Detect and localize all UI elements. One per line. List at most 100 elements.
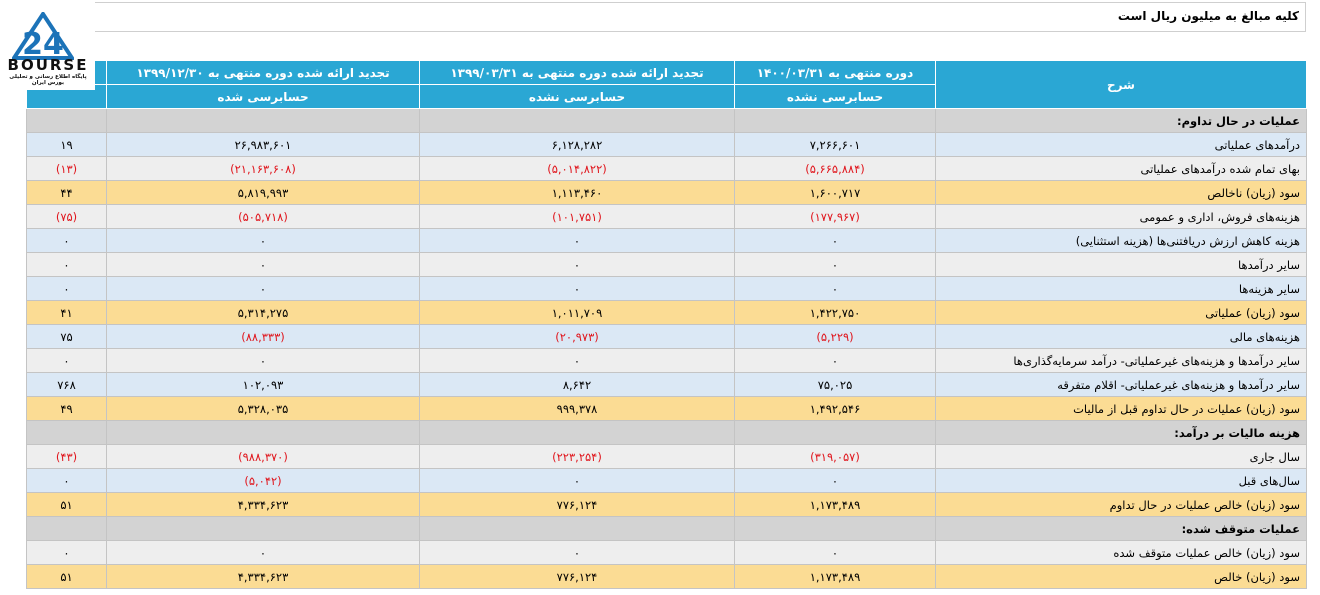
row-label: سال جاری bbox=[935, 444, 1307, 469]
value-cell-col2: ۰ bbox=[419, 348, 735, 373]
section-empty-cell bbox=[419, 420, 735, 445]
header-audit-status-2: حسابرسی نشده bbox=[419, 84, 735, 109]
value-cell-col4: ۵۱ bbox=[26, 564, 107, 589]
table-row: سود (زیان) ناخالص ۱,۶۰۰,۷۱۷ ۱,۱۱۳,۴۶۰ ۵,۸۱۹… bbox=[26, 180, 1307, 205]
value-cell-col3: (۹۸۸,۳۷۰) bbox=[106, 444, 420, 469]
value-cell-col1: ۱,۴۹۲,۵۴۶ bbox=[734, 396, 936, 421]
value-cell-col1: ۰ bbox=[734, 540, 936, 565]
section-empty-cell bbox=[106, 516, 420, 541]
value-cell-col3: ۰ bbox=[106, 348, 420, 373]
value-cell-col4: ۴۴ bbox=[26, 180, 107, 205]
table-row: سود (زیان) عملیاتی ۱,۴۲۲,۷۵۰ ۱,۰۱۱,۷۰۹ ۵,۳۱… bbox=[26, 300, 1307, 325]
value-cell-col4: ۰ bbox=[26, 276, 107, 301]
section-empty-cell bbox=[734, 516, 936, 541]
value-cell-col4: ۴۱ bbox=[26, 300, 107, 325]
header-description: شرح bbox=[935, 60, 1307, 109]
value-cell-col2: (۱۰۱,۷۵۱) bbox=[419, 204, 735, 229]
section-empty-cell bbox=[419, 516, 735, 541]
value-cell-col4: ۰ bbox=[26, 540, 107, 565]
value-cell-col3: ۰ bbox=[106, 540, 420, 565]
section-title: عملیات متوقف شده: bbox=[935, 516, 1307, 541]
value-cell-col1: ۰ bbox=[734, 228, 936, 253]
section-empty-cell bbox=[26, 516, 107, 541]
value-cell-col3: ۴,۳۳۴,۶۲۳ bbox=[106, 564, 420, 589]
value-cell-col1: ۱,۱۷۳,۴۸۹ bbox=[734, 564, 936, 589]
value-cell-col2: ۰ bbox=[419, 228, 735, 253]
value-cell-col2: (۲۰,۹۷۳) bbox=[419, 324, 735, 349]
header-period-1400: دوره منتهی به ۱۴۰۰/۰۳/۳۱ bbox=[734, 60, 936, 85]
table-row: درآمدهای عملیاتی ۷,۲۶۶,۶۰۱ ۶,۱۲۸,۲۸۲ ۲۶,۹۸۳… bbox=[26, 132, 1307, 157]
value-cell-col1: ۰ bbox=[734, 252, 936, 277]
row-label: سود (زیان) خالص عملیات در حال تداوم bbox=[935, 492, 1307, 517]
value-cell-col3: ۱۰۲,۰۹۳ bbox=[106, 372, 420, 397]
row-label: بهای تمام شده درآمدهای عملیاتی bbox=[935, 156, 1307, 181]
value-cell-col4: ۰ bbox=[26, 252, 107, 277]
value-cell-col2: ۱,۱۱۳,۴۶۰ bbox=[419, 180, 735, 205]
table-row: سال‌های قبل ۰ ۰ (۵,۰۴۲) ۰ bbox=[26, 468, 1307, 493]
value-cell-col2: ۷۷۶,۱۲۴ bbox=[419, 492, 735, 517]
income-statement-body: عملیات در حال تداوم: درآمدهای عملیاتی ۷,۲۶… bbox=[26, 108, 1307, 589]
value-cell-col4: ۷۶۸ bbox=[26, 372, 107, 397]
row-label: سود (زیان) ناخالص bbox=[935, 180, 1307, 205]
row-label: هزینه‌های فروش، اداری و عمومی bbox=[935, 204, 1307, 229]
section-empty-cell bbox=[734, 420, 936, 445]
value-cell-col1: (۳۱۹,۰۵۷) bbox=[734, 444, 936, 469]
value-cell-col1: ۰ bbox=[734, 276, 936, 301]
value-cell-col4: ۷۵ bbox=[26, 324, 107, 349]
bourse24-logo-mark: 24 bbox=[12, 12, 74, 60]
table-row: سود (زیان) عملیات در حال تداوم قبل از ما… bbox=[26, 396, 1307, 421]
table-row: سود (زیان) خالص عملیات در حال تداوم ۱,۱۷۳… bbox=[26, 492, 1307, 517]
row-label: سود (زیان) خالص عملیات متوقف شده bbox=[935, 540, 1307, 565]
section-empty-cell bbox=[106, 108, 420, 133]
value-cell-col4: ۰ bbox=[26, 228, 107, 253]
row-label: هزینه‌های مالی bbox=[935, 324, 1307, 349]
income-statement-table: شرح دوره منتهی به ۱۴۰۰/۰۳/۳۱ تجدید ارائه… bbox=[26, 60, 1307, 589]
value-cell-col4: (۱۳) bbox=[26, 156, 107, 181]
value-cell-col2: ۰ bbox=[419, 276, 735, 301]
section-title: هزینه مالیات بر درآمد: bbox=[935, 420, 1307, 445]
value-cell-col2: (۲۲۳,۲۵۴) bbox=[419, 444, 735, 469]
value-cell-col2: ۹۹۹,۳۷۸ bbox=[419, 396, 735, 421]
bourse24-logo: 24 BOURSE پایگاه اطلاع رسانی و تحلیلی بو… bbox=[0, 0, 95, 90]
value-cell-col3: (۵,۰۴۲) bbox=[106, 468, 420, 493]
table-row: سود (زیان) خالص ۱,۱۷۳,۴۸۹ ۷۷۶,۱۲۴ ۴,۳۳۴,۶۲۳… bbox=[26, 564, 1307, 589]
row-label: درآمدهای عملیاتی bbox=[935, 132, 1307, 157]
header-audit-status-3: حسابرسی شده bbox=[106, 84, 420, 109]
income-statement-table-wrapper: شرح دوره منتهی به ۱۴۰۰/۰۳/۳۱ تجدید ارائه… bbox=[26, 60, 1307, 589]
value-cell-col4: ۵۱ bbox=[26, 492, 107, 517]
section-title: عملیات در حال تداوم: bbox=[935, 108, 1307, 133]
value-cell-col4: ۱۹ bbox=[26, 132, 107, 157]
value-cell-col4: ۰ bbox=[26, 468, 107, 493]
value-cell-col1: ۰ bbox=[734, 348, 936, 373]
section-header-row: عملیات متوقف شده: bbox=[26, 516, 1307, 541]
table-row: سود (زیان) خالص عملیات متوقف شده ۰ ۰ ۰ ۰ bbox=[26, 540, 1307, 565]
table-row: هزینه‌های مالی (۵,۲۲۹) (۲۰,۹۷۳) (۸۸,۳۳۳) ۷۵ bbox=[26, 324, 1307, 349]
section-header-row: عملیات در حال تداوم: bbox=[26, 108, 1307, 133]
value-cell-col2: ۰ bbox=[419, 252, 735, 277]
table-row: سایر درآمدها ۰ ۰ ۰ ۰ bbox=[26, 252, 1307, 277]
section-empty-cell bbox=[106, 420, 420, 445]
table-row: سایر درآمدها و هزینه‌های غیرعملیاتی- درآ… bbox=[26, 348, 1307, 373]
table-row: سال جاری (۳۱۹,۰۵۷) (۲۲۳,۲۵۴) (۹۸۸,۳۷۰) (۴۳) bbox=[26, 444, 1307, 469]
units-note: کلیه مبالغ به میلیون ریال است bbox=[1117, 9, 1299, 23]
value-cell-col2: ۶,۱۲۸,۲۸۲ bbox=[419, 132, 735, 157]
value-cell-col1: ۷,۲۶۶,۶۰۱ bbox=[734, 132, 936, 157]
value-cell-col2: (۵,۰۱۴,۸۲۲) bbox=[419, 156, 735, 181]
row-label: هزینه کاهش ارزش دریافتنی‌ها (هزینه استثن… bbox=[935, 228, 1307, 253]
value-cell-col1: (۵,۲۲۹) bbox=[734, 324, 936, 349]
table-row: سایر درآمدها و هزینه‌های غیرعملیاتی- اقل… bbox=[26, 372, 1307, 397]
header-period-1399-03: تجدید ارائه شده دوره منتهی به ۱۳۹۹/۰۳/۳۱ bbox=[419, 60, 735, 85]
header-audit-status-1: حسابرسی نشده bbox=[734, 84, 936, 109]
table-row: بهای تمام شده درآمدهای عملیاتی (۵,۶۶۵,۸۸۴… bbox=[26, 156, 1307, 181]
value-cell-col3: (۸۸,۳۳۳) bbox=[106, 324, 420, 349]
value-cell-col3: (۲۱,۱۶۳,۶۰۸) bbox=[106, 156, 420, 181]
value-cell-col3: ۲۶,۹۸۳,۶۰۱ bbox=[106, 132, 420, 157]
row-label: سایر درآمدها و هزینه‌های غیرعملیاتی- درآ… bbox=[935, 348, 1307, 373]
value-cell-col3: ۰ bbox=[106, 252, 420, 277]
header-row-titles: شرح دوره منتهی به ۱۴۰۰/۰۳/۳۱ تجدید ارائه… bbox=[26, 60, 1307, 109]
row-label: سود (زیان) عملیات در حال تداوم قبل از ما… bbox=[935, 396, 1307, 421]
value-cell-col1: (۵,۶۶۵,۸۸۴) bbox=[734, 156, 936, 181]
value-cell-col1: ۱,۴۲۲,۷۵۰ bbox=[734, 300, 936, 325]
section-empty-cell bbox=[26, 420, 107, 445]
section-empty-cell bbox=[419, 108, 735, 133]
